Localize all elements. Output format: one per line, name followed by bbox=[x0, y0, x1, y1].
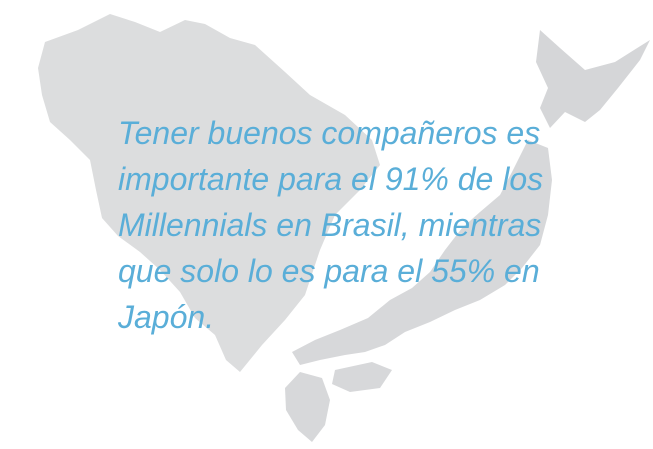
brazil-map bbox=[38, 14, 380, 372]
quote-line: Tener buenos compañeros es bbox=[118, 115, 540, 151]
quote-line: Millennials en Brasil, mientras bbox=[118, 207, 541, 243]
japan-hokkaido bbox=[536, 30, 650, 128]
japan-honshu bbox=[292, 140, 552, 365]
japan-shikoku bbox=[332, 362, 392, 392]
quote-line: importante para el 91% de los bbox=[118, 161, 543, 197]
japan-kyushu bbox=[285, 372, 330, 442]
quote-line: que solo lo es para el 55% en bbox=[118, 253, 540, 289]
quote-line: Japón. bbox=[117, 299, 214, 335]
